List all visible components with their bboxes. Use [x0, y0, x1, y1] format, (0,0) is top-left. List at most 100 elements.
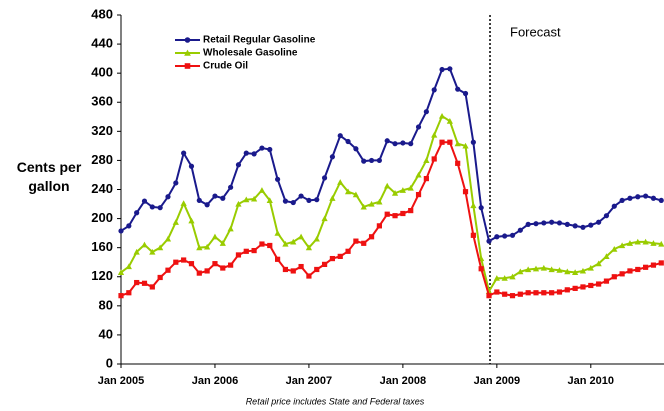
- point: [580, 224, 586, 230]
- point: [306, 273, 312, 279]
- y-tick-label: 480: [91, 6, 113, 21]
- point: [117, 269, 125, 275]
- point: [400, 140, 406, 146]
- point: [423, 175, 429, 182]
- point: [267, 146, 273, 153]
- x-tick-label: Jan 2010: [568, 375, 614, 387]
- point: [611, 274, 617, 280]
- point: [658, 260, 664, 266]
- point: [470, 202, 477, 209]
- legend-label: Crude Oil: [203, 61, 248, 72]
- point: [392, 213, 398, 219]
- y-tick-label: 240: [91, 181, 113, 196]
- point: [157, 274, 163, 281]
- point: [361, 240, 367, 246]
- point: [133, 248, 140, 255]
- point: [188, 261, 195, 267]
- point: [627, 195, 633, 201]
- point: [643, 264, 649, 270]
- point: [408, 207, 414, 214]
- point: [454, 140, 461, 147]
- point: [447, 139, 453, 145]
- point: [251, 247, 257, 254]
- point: [290, 238, 297, 245]
- point: [141, 280, 148, 286]
- point: [579, 267, 587, 274]
- point: [235, 200, 242, 207]
- point: [541, 290, 547, 296]
- point: [549, 219, 555, 225]
- point: [290, 199, 296, 206]
- point: [462, 142, 469, 149]
- point: [321, 261, 328, 267]
- legend-label: Retail Regular Gasoline: [203, 35, 316, 46]
- point: [353, 146, 359, 152]
- point: [228, 184, 234, 190]
- point: [329, 255, 336, 262]
- point: [658, 197, 664, 204]
- point: [306, 197, 312, 204]
- point: [337, 133, 343, 139]
- y-axis-label: Cents per gallon: [16, 159, 82, 194]
- point: [353, 238, 359, 244]
- point: [181, 150, 187, 156]
- point: [259, 241, 265, 247]
- point: [275, 256, 281, 262]
- point: [627, 268, 633, 274]
- point: [626, 240, 634, 246]
- point: [149, 284, 155, 290]
- point: [391, 190, 399, 196]
- point: [368, 157, 375, 164]
- point: [384, 182, 391, 189]
- point: [149, 204, 155, 210]
- point: [588, 222, 594, 228]
- point: [345, 248, 351, 254]
- point: [595, 260, 602, 267]
- point: [321, 175, 328, 181]
- point: [596, 281, 602, 287]
- point: [235, 252, 242, 258]
- point: [447, 66, 453, 72]
- point: [439, 66, 445, 73]
- point: [196, 197, 202, 204]
- point: [345, 138, 351, 145]
- point: [227, 225, 234, 232]
- y-tick-label: 440: [91, 36, 113, 51]
- point: [243, 196, 250, 203]
- point: [250, 195, 258, 202]
- point: [462, 90, 469, 97]
- point: [196, 244, 203, 251]
- point: [603, 278, 610, 284]
- point: [533, 221, 539, 227]
- point: [556, 289, 563, 295]
- point: [282, 266, 289, 273]
- point: [267, 242, 273, 249]
- point: [509, 293, 516, 299]
- point: [204, 202, 210, 208]
- point: [470, 232, 476, 238]
- x-tick-label: Jan 2005: [98, 375, 144, 387]
- point: [431, 131, 438, 138]
- point: [517, 268, 524, 275]
- point: [172, 219, 179, 225]
- point: [509, 273, 516, 280]
- point: [251, 151, 257, 157]
- point: [541, 220, 547, 226]
- point: [548, 266, 555, 273]
- point: [243, 150, 249, 156]
- point: [149, 248, 156, 255]
- point: [470, 139, 476, 145]
- point: [596, 219, 602, 225]
- point: [141, 198, 148, 204]
- point: [157, 244, 164, 251]
- point: [643, 193, 649, 199]
- point: [634, 238, 641, 245]
- point: [298, 193, 304, 199]
- point: [455, 86, 461, 92]
- point: [423, 157, 430, 164]
- point: [219, 240, 226, 246]
- point: [509, 232, 516, 238]
- point: [658, 240, 664, 247]
- point: [635, 194, 641, 200]
